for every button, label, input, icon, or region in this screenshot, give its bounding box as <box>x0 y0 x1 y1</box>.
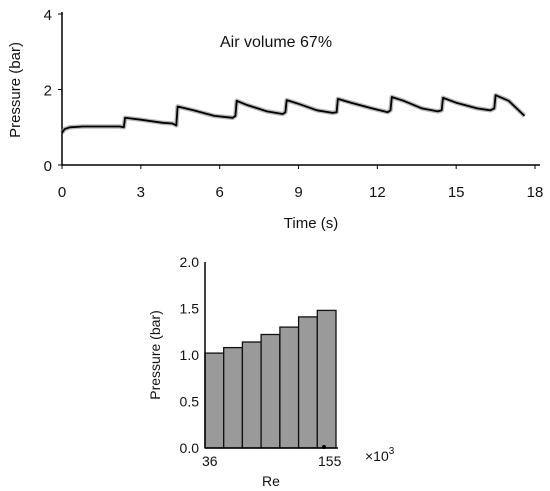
bar <box>279 326 300 449</box>
bar-chart-x-multiplier: ×103 <box>365 446 395 464</box>
line-series <box>61 94 526 134</box>
bar-chart-x-label: Re <box>262 473 280 489</box>
line-chart-y-ticks: 0 2 4 <box>44 7 62 175</box>
line-chart: 0 2 4 0 3 6 9 12 15 18 Air volume 67% Time (s) P… <box>7 7 543 232</box>
line-chart-x-label: Time (s) <box>284 215 338 232</box>
bar <box>241 341 262 449</box>
bar-chart-x-end-label: 155 <box>318 453 342 469</box>
line-y-tick-label: 0 <box>44 158 52 175</box>
line-x-tick-label: 12 <box>369 184 386 201</box>
bar <box>297 316 318 449</box>
bar-chart-x-multiplier-exp: 3 <box>389 446 395 457</box>
line-chart-annotation: Air volume 67% <box>220 34 332 51</box>
bar-y-tick-label: 0.0 <box>180 440 200 456</box>
line-x-tick-label: 6 <box>215 184 223 201</box>
bar-chart-x-multiplier-base: ×10 <box>365 448 389 464</box>
bar-chart-end-dot <box>322 445 326 449</box>
bar-chart-y-label: Pressure (bar) <box>147 310 163 399</box>
line-y-tick-label: 2 <box>44 83 52 100</box>
line-x-tick-label: 0 <box>58 184 66 201</box>
bar-y-tick-label: 0.5 <box>180 394 200 410</box>
line-x-tick-label: 15 <box>448 184 465 201</box>
line-chart-y-label: Pressure (bar) <box>7 42 24 138</box>
line-chart-x-ticks: 0 3 6 9 12 15 18 <box>58 165 544 201</box>
bar-chart-x-start-label: 36 <box>202 453 218 469</box>
bar-chart: 0.0 0.5 1.0 1.5 2.0 36 155 ×103 Re Pressure … <box>147 254 395 489</box>
bar-chart-y-ticks: 0.0 0.5 1.0 1.5 2.0 <box>180 254 200 456</box>
line-x-tick-label: 18 <box>527 184 544 201</box>
line-series-shadow <box>60 92 527 135</box>
line-y-tick-label: 4 <box>44 7 52 24</box>
bar <box>316 309 337 449</box>
line-x-tick-label: 3 <box>137 184 145 201</box>
bar-y-tick-label: 1.5 <box>180 301 200 317</box>
bar <box>223 346 244 449</box>
bar-y-tick-label: 2.0 <box>180 254 200 270</box>
line-x-tick-label: 9 <box>294 184 302 201</box>
bar-series <box>204 309 337 449</box>
bar <box>260 333 281 449</box>
bar-y-tick-label: 1.0 <box>180 347 200 363</box>
bar <box>204 352 225 449</box>
